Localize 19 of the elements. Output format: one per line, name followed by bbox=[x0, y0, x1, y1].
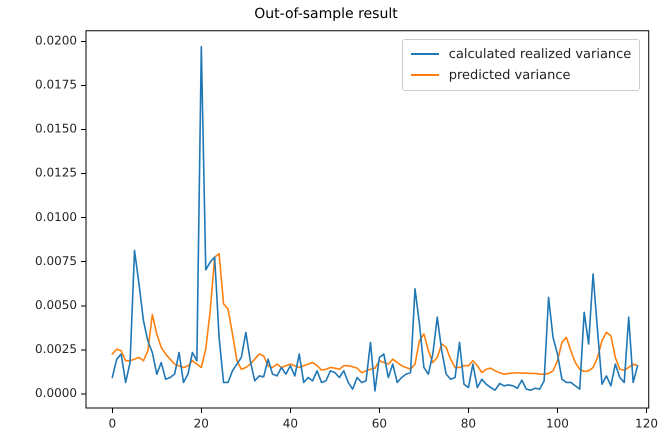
x-tick-label: 80 bbox=[460, 416, 476, 430]
y-tick-label: 0.0050 bbox=[35, 298, 77, 312]
x-tick-label: 0 bbox=[108, 416, 116, 430]
x-tick-label: 20 bbox=[194, 416, 209, 430]
x-tick-label: 100 bbox=[546, 416, 569, 430]
x-tick-label: 40 bbox=[282, 416, 298, 430]
y-tick-label: 0.0025 bbox=[35, 342, 77, 356]
y-tick-label: 0.0200 bbox=[35, 34, 77, 48]
legend-label: calculated realized variance bbox=[448, 46, 632, 62]
x-tick-label: 60 bbox=[372, 416, 388, 430]
y-tick-label: 0.0175 bbox=[35, 78, 77, 92]
x-tick-label: 120 bbox=[635, 416, 658, 430]
legend-label: predicted variance bbox=[448, 68, 570, 83]
y-tick-label: 0.0125 bbox=[35, 166, 77, 180]
y-tick-label: 0.0150 bbox=[35, 122, 77, 136]
y-tick-label: 0.0075 bbox=[35, 254, 77, 268]
y-tick-label: 0.0100 bbox=[35, 210, 77, 224]
y-tick-label: 0.0000 bbox=[35, 386, 77, 400]
chart-title: Out-of-sample result bbox=[254, 6, 398, 22]
